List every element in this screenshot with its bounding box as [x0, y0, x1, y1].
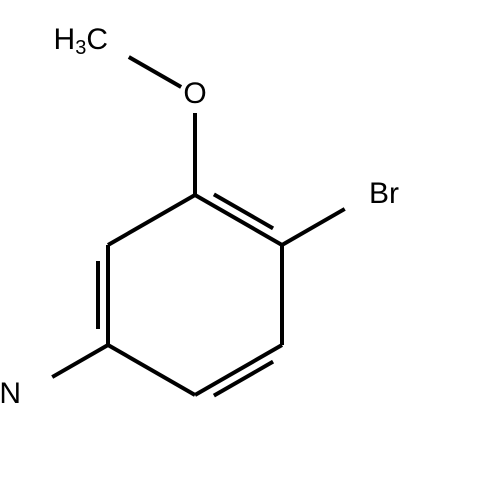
atom-label: Br: [369, 177, 399, 210]
atom-label: O: [183, 77, 206, 110]
atom-label: H3C: [54, 23, 108, 59]
atom-label: H2N: [0, 377, 21, 413]
molecule-diagram: Br O H3C H2N: [0, 0, 500, 500]
